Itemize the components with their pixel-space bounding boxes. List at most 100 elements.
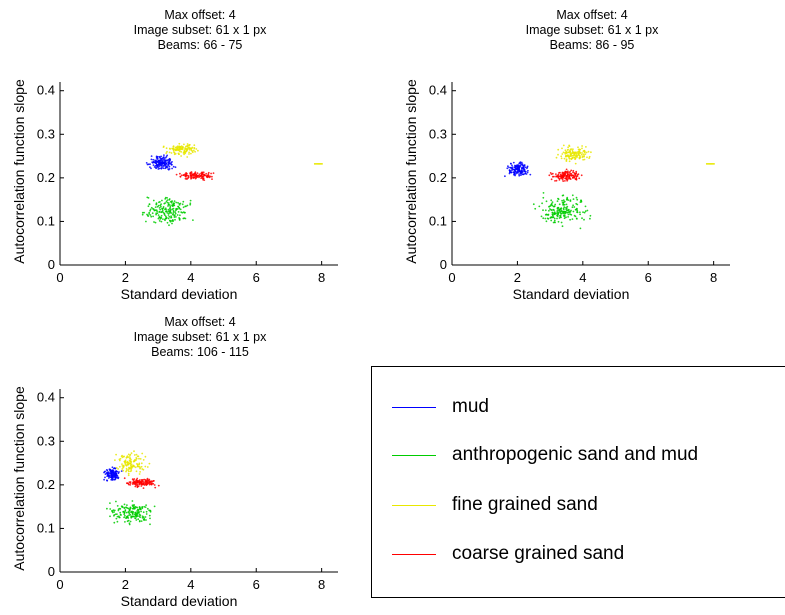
legend-item-coarse-sand: coarse grained sand [392,542,624,566]
data-point [567,213,570,216]
data-point [170,216,173,219]
data-point [141,515,144,518]
data-point [177,201,179,204]
data-point [562,214,565,217]
data-point [133,483,136,485]
data-point [570,172,573,175]
data-point [564,172,567,175]
data-point [111,466,114,469]
title-line: Beams: 66 - 75 [157,38,243,52]
x-tick-label: 2 [122,270,129,285]
y-tick-label: 0 [48,257,55,272]
data-point [558,203,561,206]
data-point [169,207,172,209]
data-point [141,468,144,470]
data-point [180,211,183,214]
data-point [117,509,120,512]
data-point [556,208,559,210]
data-point [588,157,591,160]
data-point [516,164,518,167]
data-point [161,161,164,164]
data-point [562,176,564,179]
legend-line-icon [392,504,436,506]
data-point [193,144,196,147]
data-point [563,210,565,213]
data-point [157,484,160,487]
data-point [189,203,192,206]
data-point [163,213,166,215]
data-point [156,210,159,213]
data-point [548,174,551,177]
data-point [135,457,138,460]
data-point [188,148,191,151]
data-point [127,519,130,522]
data-point [178,142,181,145]
data-point [163,162,166,165]
data-point [183,211,186,214]
x-tick-label: 4 [187,270,194,285]
data-point [567,199,570,202]
data-point [113,473,116,475]
data-point [197,149,199,152]
data-point [527,169,529,172]
data-point [116,515,119,518]
data-point [128,455,131,457]
data-point [572,171,574,174]
data-point [114,478,116,481]
data-point [576,218,578,220]
data-point [211,175,213,178]
data-point [127,469,130,471]
data-point [157,166,160,169]
data-point [565,160,568,163]
data-point [185,145,187,148]
data-point [559,214,561,217]
chart-title: Max offset: 4 Image subset: 61 x 1 px Be… [60,8,340,53]
data-point [529,173,532,176]
x-tick-label: 0 [448,270,455,285]
data-point [146,163,149,166]
data-point [565,178,568,181]
data-point [171,161,173,163]
data-point [558,217,561,219]
data-point [103,471,105,474]
data-point [555,156,558,159]
data-point [570,152,573,155]
title-line: Beams: 106 - 115 [151,345,249,359]
data-point [132,479,135,482]
data-point [167,161,169,164]
data-point [133,513,136,516]
title-line: Max offset: 4 [164,8,236,22]
data-point [190,152,192,155]
data-point [561,225,564,228]
data-point [586,209,589,212]
data-point [508,166,510,169]
data-point [127,511,130,513]
data-point [517,170,520,173]
data-point [562,199,565,202]
data-point [148,482,151,485]
data-point [554,221,556,224]
data-point [160,220,163,223]
data-point [581,152,583,154]
data-point [321,163,323,165]
data-point [122,469,125,472]
data-point [510,162,512,165]
data-point [567,146,569,149]
data-point [561,147,563,150]
data-point [518,174,521,177]
data-point [511,166,514,169]
chart-title: Max offset: 4 Image subset: 61 x 1 px Be… [452,8,732,53]
data-point [151,212,154,215]
data-point [149,509,152,512]
data-point [544,209,547,212]
data-point [212,172,215,175]
data-point [171,205,174,208]
data-point [140,510,143,513]
data-point [516,167,519,170]
data-point [542,192,545,194]
legend-label: fine grained sand [452,494,598,515]
data-point [534,207,537,210]
data-point [560,173,562,176]
data-point [551,211,554,214]
data-point [211,178,213,181]
